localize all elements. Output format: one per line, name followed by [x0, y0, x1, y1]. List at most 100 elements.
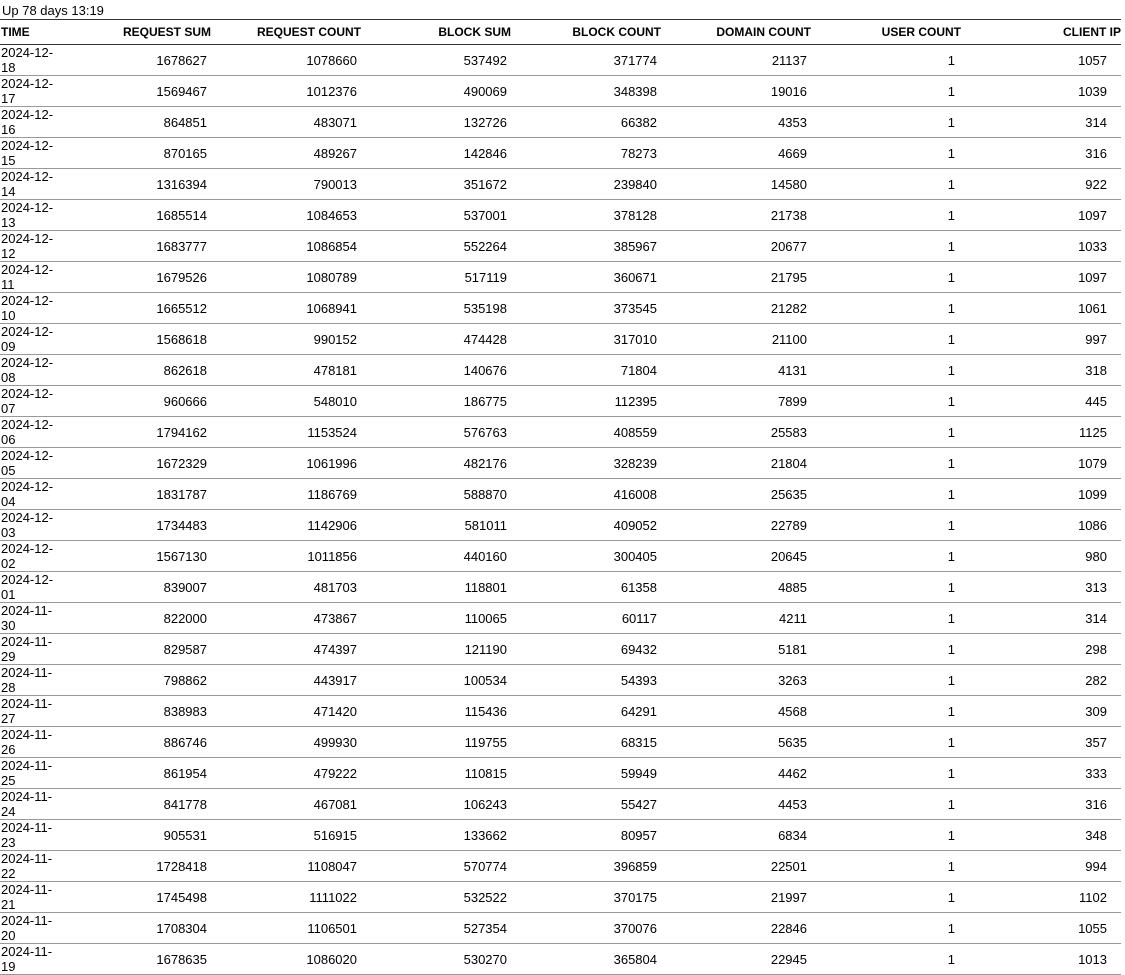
cell-request-sum: 870165 — [61, 137, 211, 169]
cell-client-ip: 1125 — [961, 416, 1121, 448]
cell-domain-count: 21804 — [661, 447, 811, 479]
cell-time: 2024-11-24 — [0, 788, 61, 820]
cell-time: 2024-12-09 — [0, 323, 61, 355]
cell-block-count: 365804 — [511, 943, 661, 975]
cell-request-sum: 829587 — [61, 633, 211, 665]
cell-request-count: 990152 — [211, 323, 361, 355]
cell-time: 2024-11-27 — [0, 695, 61, 727]
cell-domain-count: 21137 — [661, 44, 811, 76]
cell-block-count: 348398 — [511, 75, 661, 107]
cell-time: 2024-11-26 — [0, 726, 61, 758]
table-row: 2024-11-26 886746 499930 119755 68315 5635 1 35… — [0, 726, 1121, 758]
cell-domain-count: 20677 — [661, 230, 811, 262]
cell-block-count: 360671 — [511, 261, 661, 293]
cell-request-sum: 1678627 — [61, 44, 211, 76]
table-row: 2024-11-24 841778 467081 106243 55427 4453 1 31… — [0, 788, 1121, 820]
cell-block-sum: 570774 — [361, 850, 511, 882]
cell-client-ip: 1097 — [961, 199, 1121, 231]
cell-domain-count: 4453 — [661, 788, 811, 820]
table-row: 2024-11-27 838983 471420 115436 64291 4568 1 30… — [0, 695, 1121, 727]
cell-request-sum: 1678635 — [61, 943, 211, 975]
table-row: 2024-12-18 1678627 1078660 537492 371774 2113… — [0, 44, 1121, 76]
table-row: 2024-12-10 1665512 1068941 535198 373545 2128… — [0, 292, 1121, 324]
cell-request-count: 1084653 — [211, 199, 361, 231]
cell-time: 2024-11-30 — [0, 602, 61, 634]
cell-user-count: 1 — [811, 416, 961, 448]
cell-user-count: 1 — [811, 168, 961, 200]
cell-block-sum: 118801 — [361, 571, 511, 603]
cell-domain-count: 21795 — [661, 261, 811, 293]
cell-request-count: 1012376 — [211, 75, 361, 107]
cell-time: 2024-11-22 — [0, 850, 61, 882]
cell-request-sum: 1569467 — [61, 75, 211, 107]
cell-domain-count: 21997 — [661, 881, 811, 913]
cell-request-count: 471420 — [211, 695, 361, 727]
table-row: 2024-12-17 1569467 1012376 490069 348398 1901… — [0, 75, 1121, 107]
cell-request-sum: 1665512 — [61, 292, 211, 324]
cell-user-count: 1 — [811, 571, 961, 603]
cell-request-count: 1061996 — [211, 447, 361, 479]
cell-block-sum: 581011 — [361, 509, 511, 541]
cell-domain-count: 22846 — [661, 912, 811, 944]
cell-user-count: 1 — [811, 261, 961, 293]
table-row: 2024-12-06 1794162 1153524 576763 408559 2558… — [0, 416, 1121, 448]
cell-user-count: 1 — [811, 788, 961, 820]
cell-time: 2024-12-15 — [0, 137, 61, 169]
cell-block-sum: 142846 — [361, 137, 511, 169]
cell-block-sum: 537492 — [361, 44, 511, 76]
cell-block-count: 112395 — [511, 385, 661, 417]
cell-request-count: 1186769 — [211, 478, 361, 510]
cell-domain-count: 21738 — [661, 199, 811, 231]
cell-client-ip: 318 — [961, 354, 1121, 386]
column-header-domain-count: DOMAIN COUNT — [661, 19, 811, 45]
cell-user-count: 1 — [811, 75, 961, 107]
cell-request-sum: 1567130 — [61, 540, 211, 572]
cell-block-sum: 527354 — [361, 912, 511, 944]
cell-block-sum: 535198 — [361, 292, 511, 324]
cell-user-count: 1 — [811, 602, 961, 634]
cell-user-count: 1 — [811, 943, 961, 975]
cell-request-count: 1142906 — [211, 509, 361, 541]
cell-request-count: 1108047 — [211, 850, 361, 882]
cell-block-count: 370076 — [511, 912, 661, 944]
cell-time: 2024-12-04 — [0, 478, 61, 510]
cell-request-count: 1153524 — [211, 416, 361, 448]
cell-request-sum: 839007 — [61, 571, 211, 603]
cell-block-count: 373545 — [511, 292, 661, 324]
cell-request-count: 499930 — [211, 726, 361, 758]
cell-client-ip: 282 — [961, 664, 1121, 696]
cell-client-ip: 316 — [961, 137, 1121, 169]
cell-block-sum: 482176 — [361, 447, 511, 479]
cell-block-sum: 110065 — [361, 602, 511, 634]
cell-domain-count: 6834 — [661, 819, 811, 851]
cell-domain-count: 21100 — [661, 323, 811, 355]
cell-domain-count: 14580 — [661, 168, 811, 200]
cell-client-ip: 980 — [961, 540, 1121, 572]
cell-user-count: 1 — [811, 850, 961, 882]
cell-request-sum: 841778 — [61, 788, 211, 820]
cell-time: 2024-12-16 — [0, 106, 61, 138]
cell-user-count: 1 — [811, 385, 961, 417]
cell-block-count: 71804 — [511, 354, 661, 386]
cell-block-sum: 537001 — [361, 199, 511, 231]
cell-request-count: 474397 — [211, 633, 361, 665]
cell-client-ip: 357 — [961, 726, 1121, 758]
table-row: 2024-11-19 1678635 1086020 530270 365804 2294… — [0, 943, 1121, 975]
cell-time: 2024-12-05 — [0, 447, 61, 479]
cell-request-count: 1078660 — [211, 44, 361, 76]
cell-client-ip: 1013 — [961, 943, 1121, 975]
cell-domain-count: 25583 — [661, 416, 811, 448]
table-row: 2024-12-03 1734483 1142906 581011 409052 2278… — [0, 509, 1121, 541]
cell-block-count: 68315 — [511, 726, 661, 758]
table-row: 2024-11-29 829587 474397 121190 69432 5181 1 29… — [0, 633, 1121, 665]
cell-block-count: 78273 — [511, 137, 661, 169]
cell-domain-count: 22945 — [661, 943, 811, 975]
cell-request-sum: 1745498 — [61, 881, 211, 913]
cell-request-count: 1068941 — [211, 292, 361, 324]
cell-request-sum: 905531 — [61, 819, 211, 851]
cell-client-ip: 348 — [961, 819, 1121, 851]
column-header-time: TIME — [0, 19, 61, 45]
cell-user-count: 1 — [811, 354, 961, 386]
cell-client-ip: 1055 — [961, 912, 1121, 944]
cell-block-count: 378128 — [511, 199, 661, 231]
